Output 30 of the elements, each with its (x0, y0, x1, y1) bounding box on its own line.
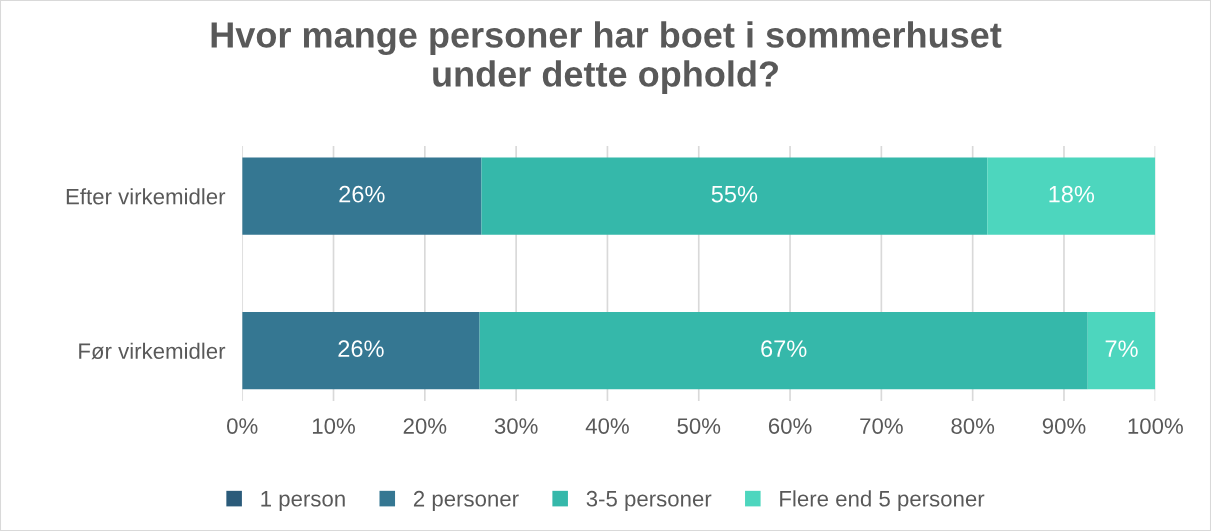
x-tick-label: 60% (768, 418, 812, 434)
x-tick-label: 70% (860, 418, 903, 434)
data-label: 67% (761, 340, 807, 358)
bar (479, 312, 1088, 390)
data-label: 55% (711, 185, 758, 203)
bar (481, 157, 988, 235)
x-tick-label: 80% (951, 418, 995, 434)
bar (242, 157, 482, 235)
x-tick-label: 90% (1042, 418, 1086, 434)
y-tick-label: Efter virkemidler (66, 188, 226, 205)
x-tick-label: 40% (585, 418, 629, 434)
bar (242, 312, 480, 390)
x-tick-label: 30% (494, 418, 538, 434)
legend-label: Flere end 5 personer (780, 490, 985, 511)
legend-label: 2 personer (413, 490, 519, 511)
y-tick-label: Før virkemidler (79, 342, 226, 360)
x-tick-label: 0% (227, 418, 258, 434)
bar (1087, 312, 1156, 390)
x-tick-label: 20% (403, 418, 447, 434)
x-tick-label: 50% (677, 418, 721, 434)
data-label: 18% (1049, 185, 1095, 203)
legend-label: 3-5 personer (586, 490, 712, 511)
data-label: 26% (338, 340, 384, 358)
chart-title: Hvor mange personer har boet i sommerhuset under dette ophold? (211, 21, 1002, 94)
bar (987, 157, 1156, 235)
x-tick-label: 100% (1128, 418, 1183, 434)
x-tick-label: 10% (312, 418, 355, 434)
legend-label: 1 person (261, 491, 345, 511)
data-label: 26% (339, 185, 385, 203)
data-label: 7% (1105, 340, 1138, 357)
